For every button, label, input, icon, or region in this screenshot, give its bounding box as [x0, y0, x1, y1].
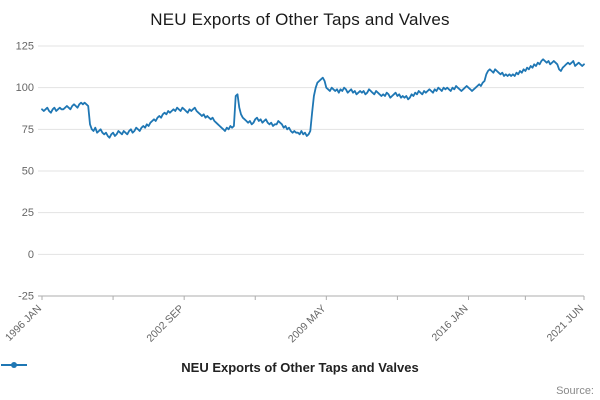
legend-line-icon [1, 362, 27, 368]
x-axis: 1996 JAN 2002 SEP 2009 MAY 2016 JAN 2021 JUN [3, 295, 587, 346]
legend-item[interactable]: NEU Exports of Other Taps and Valves [1, 360, 419, 375]
y-tick-label: 0 [28, 249, 34, 261]
y-tick-label: 50 [22, 166, 34, 178]
x-tick-label: 2009 MAY [286, 303, 329, 346]
grid-lines [38, 45, 584, 255]
data-line [41, 58, 585, 139]
y-tick-label: -25 [18, 291, 34, 303]
y-axis-tick-labels: -25 0 25 50 75 100 125 [16, 41, 34, 303]
x-tick-label: 2016 JAN [430, 303, 471, 344]
y-tick-label: 125 [16, 41, 34, 53]
legend-label: NEU Exports of Other Taps and Valves [181, 360, 419, 375]
x-tick-label: 2021 JUN [545, 303, 587, 345]
y-tick-label: 75 [22, 124, 34, 136]
series-line [41, 58, 585, 139]
y-tick-label: 25 [22, 207, 34, 219]
x-tick-label: 2002 SEP [144, 303, 186, 345]
y-tick-label: 100 [16, 82, 34, 94]
legend: NEU Exports of Other Taps and Valves [0, 360, 600, 375]
source-label: Source: [556, 385, 594, 397]
x-tick-label: 1996 JAN [3, 303, 44, 344]
chart-title: NEU Exports of Other Taps and Valves [150, 10, 450, 29]
